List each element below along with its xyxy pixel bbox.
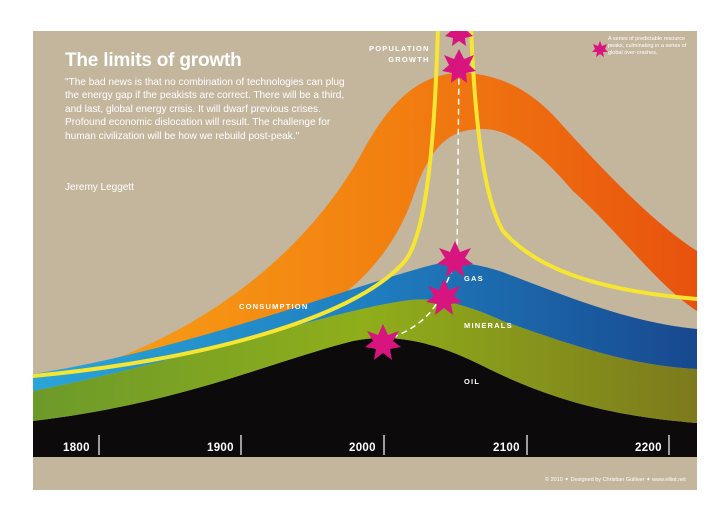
- year-label-2200: 2200: [635, 442, 662, 454]
- timeline-axis: [33, 434, 697, 457]
- starburst-icon: [592, 41, 608, 57]
- year-label-2100: 2100: [493, 442, 520, 454]
- population-label-line1: POPULATION: [369, 44, 430, 53]
- gas-label: GAS: [464, 274, 484, 283]
- year-label-2000: 2000: [349, 442, 376, 454]
- year-label-1900: 1900: [207, 442, 234, 454]
- timeline-ticks: [98, 435, 670, 455]
- page-title: The limits of growth: [65, 50, 242, 71]
- minerals-band: [33, 299, 697, 423]
- population-growth-label: POPULATION GROWTH: [369, 43, 430, 65]
- consumption-label: CONSUMPTION: [239, 302, 309, 311]
- starburst-icon: [445, 31, 473, 46]
- population-growth-line: [33, 31, 697, 378]
- quote-author: Jeremy Leggett: [65, 182, 134, 193]
- credit-text: © 2010 ✦ Designed by Christian Gulliver …: [545, 477, 686, 483]
- infographic-graphic: [33, 31, 697, 457]
- infographic-poster: The limits of growth "The bad news is th…: [33, 31, 697, 490]
- legend-note: A series of predictable resource peaks, …: [608, 36, 687, 56]
- gas-band: [33, 262, 697, 391]
- year-label-1800: 1800: [63, 442, 90, 454]
- starburst-icon: [426, 279, 462, 315]
- minerals-label: MINERALS: [464, 321, 513, 330]
- consumption-band: [33, 72, 697, 383]
- starburst-icon: [437, 241, 473, 277]
- oil-label: OIL: [464, 377, 481, 386]
- starburst-icon: [442, 49, 476, 83]
- peak-markers: [365, 31, 608, 360]
- starburst-icon: [365, 324, 401, 360]
- population-label-line2: GROWTH: [388, 55, 430, 64]
- oil-band: [33, 338, 697, 434]
- quote-text: "The bad news is that no combination of …: [65, 77, 345, 142]
